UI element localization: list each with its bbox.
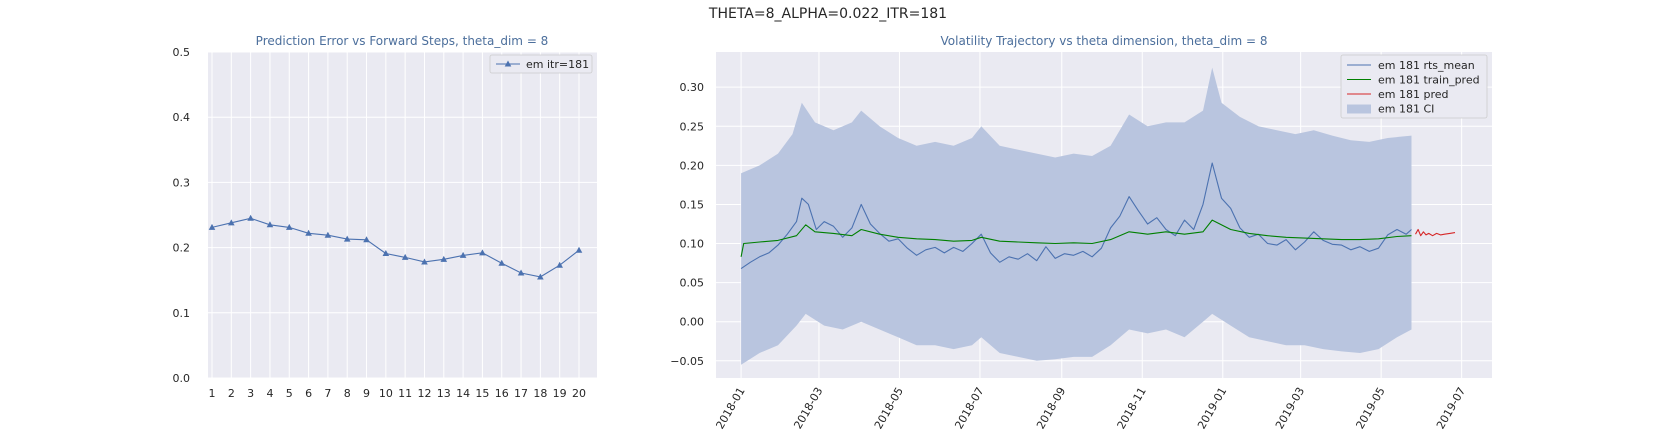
x-tick-label: 2019-05 <box>1353 385 1387 431</box>
legend-entry-label: em 181 pred <box>1378 88 1449 101</box>
x-tick-label: 2 <box>228 387 235 400</box>
data-point-triangle <box>401 253 409 260</box>
x-tick-label: 2018-01 <box>713 385 747 431</box>
y-tick-label: 0.4 <box>173 111 191 124</box>
x-tick-label: 13 <box>437 387 451 400</box>
prediction-error-chart: 0.00.10.20.30.40.51 2 3 4 5 6 7 8 9 10 11 12 13 14 15 1… <box>173 34 597 400</box>
tick-labels: 0.00.10.20.30.40.51 2 3 4 5 6 7 8 9 10 11 12 13 14 15 1… <box>173 46 587 400</box>
x-tick-label: 5 <box>286 387 293 400</box>
series-marks <box>740 67 1456 365</box>
legend-entry-label: em 181 rts_mean <box>1378 59 1475 72</box>
y-tick-label: 0.5 <box>173 46 191 59</box>
chart-title: Volatility Trajectory vs theta dimension… <box>941 34 1268 48</box>
plot-area <box>208 52 597 378</box>
data-point-triangle <box>228 219 235 226</box>
legend-area-swatch <box>1347 104 1371 114</box>
x-tick-label: 2019-07 <box>1434 385 1468 431</box>
y-tick-label: 0.2 <box>173 242 191 255</box>
x-tick-label: 1 <box>209 387 216 400</box>
series-line-em-181-rts-mean <box>740 162 1412 270</box>
data-point-triangle <box>247 214 254 221</box>
data-point-triangle <box>305 229 312 236</box>
confidence-interval-area <box>741 67 1412 365</box>
x-tick-label: 2018-05 <box>872 385 906 431</box>
x-tick-label: 2019-03 <box>1273 385 1307 431</box>
legend-marker-swatch <box>504 60 512 67</box>
series-line-em-181-train-pred <box>740 219 1412 257</box>
x-tick-label: 6 <box>305 387 312 400</box>
y-tick-label: 0.1 <box>173 307 191 320</box>
legend-entry-label: em 181 CI <box>1378 103 1434 116</box>
grid <box>208 51 597 379</box>
data-point-triangle <box>324 231 332 238</box>
chart-title: Prediction Error vs Forward Steps, theta… <box>256 34 549 48</box>
x-tick-label: 7 <box>324 387 331 400</box>
x-tick-label: 4 <box>266 387 273 400</box>
data-point-triangle <box>575 246 583 253</box>
x-tick-label: 12 <box>417 387 431 400</box>
data-point-triangle <box>285 223 293 230</box>
x-tick-label: 2018-07 <box>952 385 986 431</box>
x-tick-label: 9 <box>363 387 370 400</box>
data-point-triangle <box>556 261 563 268</box>
data-point-triangle <box>266 221 274 228</box>
series-marks <box>208 214 583 280</box>
y-tick-label: 0.10 <box>680 238 705 251</box>
legend: em itr=181 <box>489 54 593 74</box>
y-tick-label: 0.3 <box>173 176 191 189</box>
x-tick-label: 3 <box>247 387 254 400</box>
x-tick-label: 19 <box>553 387 567 400</box>
x-tick-label: 2018-11 <box>1115 385 1149 431</box>
data-point-triangle <box>208 223 216 230</box>
x-tick-label: 2019-01 <box>1195 385 1229 431</box>
x-tick-label: 20 <box>572 387 586 400</box>
x-tick-label: 11 <box>398 387 412 400</box>
legend-entry-label: em itr=181 <box>526 58 589 71</box>
x-tick-label: 17 <box>514 387 528 400</box>
x-tick-label: 16 <box>495 387 509 400</box>
series-line-em-itr-181 <box>211 217 580 278</box>
figure-title: THETA=8_ALPHA=0.022_ITR=181 <box>708 6 948 22</box>
x-tick-label: 8 <box>344 387 351 400</box>
series-line-em-181-pred <box>1415 228 1456 237</box>
y-tick-label: 0.25 <box>680 120 705 133</box>
data-point-triangle <box>440 255 448 262</box>
data-point-triangle <box>517 269 525 276</box>
y-tick-label: −0.05 <box>670 355 704 368</box>
y-tick-label: 0.00 <box>680 316 705 329</box>
y-tick-label: 0.15 <box>680 198 705 211</box>
data-point-triangle <box>382 249 390 256</box>
y-tick-label: 0.30 <box>680 81 705 94</box>
volatility-trajectory-chart: −0.05 0.00 0.05 0.10 0.15 0.20 0.25 0.30 2018-01… <box>670 34 1492 431</box>
x-tick-label: 14 <box>456 387 470 400</box>
legend-box <box>489 54 593 74</box>
data-point-triangle <box>498 259 506 266</box>
data-point-triangle <box>421 258 428 265</box>
legend-box <box>1340 54 1488 119</box>
legend-entry-label: em 181 train_pred <box>1378 74 1480 87</box>
x-tick-label: 18 <box>533 387 547 400</box>
x-tick-label: 2018-09 <box>1034 385 1068 431</box>
y-tick-label: 0.20 <box>680 159 705 172</box>
x-tick-label: 10 <box>379 387 393 400</box>
data-point-triangle <box>363 236 370 243</box>
x-tick-label: 2018-03 <box>791 385 825 431</box>
data-point-triangle <box>537 273 544 280</box>
data-point-triangle <box>479 249 486 256</box>
y-tick-label: 0.0 <box>173 372 191 385</box>
data-point-triangle <box>459 251 467 258</box>
data-point-triangle <box>343 235 351 242</box>
y-tick-label: 0.05 <box>680 277 705 290</box>
x-tick-label: 15 <box>475 387 489 400</box>
